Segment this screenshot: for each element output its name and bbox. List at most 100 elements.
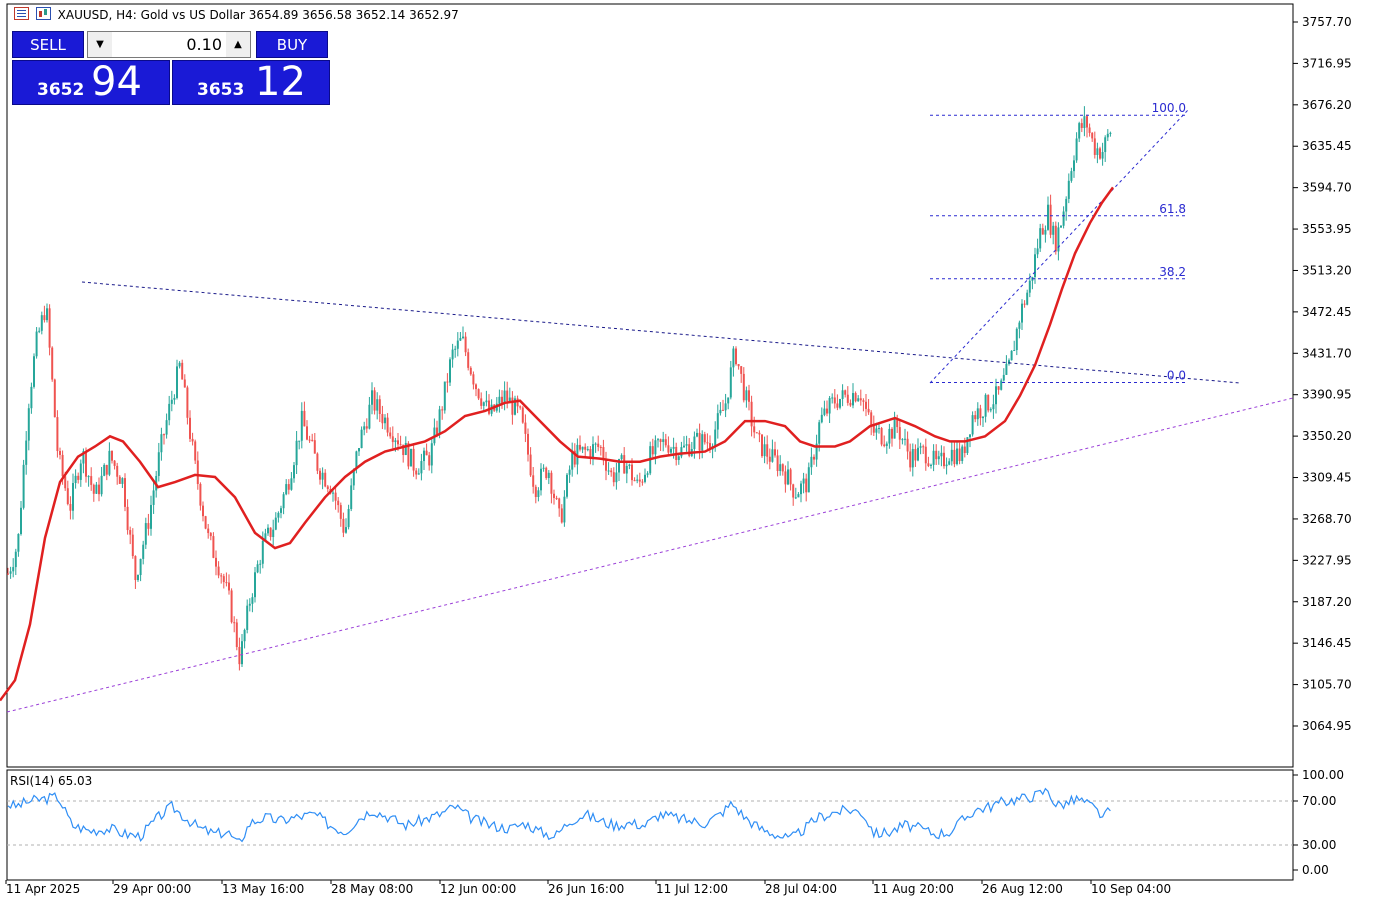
candle-body (256, 564, 259, 573)
candle-body (615, 472, 618, 483)
lot-size-value[interactable]: 0.10 (186, 35, 222, 54)
candle-body (113, 460, 116, 466)
candle-body (844, 390, 847, 395)
candle-body (766, 444, 769, 457)
candle-body (638, 479, 641, 482)
fibonacci-level-label: 61.8 (1159, 202, 1186, 216)
candle-body (901, 439, 904, 441)
candle-body (644, 474, 646, 482)
candle-body (324, 472, 327, 487)
time-axis-label: 12 Jun 00:00 (440, 882, 516, 896)
candle-body (774, 449, 776, 456)
candle-body (399, 444, 402, 446)
candle-body (27, 408, 30, 441)
sell-price-button[interactable]: 3652 94 (12, 59, 170, 105)
price-axis-label: 3105.70 (1302, 678, 1352, 692)
candle-body (92, 484, 95, 494)
candle-body (641, 481, 644, 483)
candle-body (417, 473, 420, 475)
candle-body (1026, 292, 1029, 305)
candle-body (787, 469, 789, 485)
candle-body (371, 390, 373, 405)
candle-body (732, 348, 735, 368)
candle-body (441, 409, 444, 411)
candle-body (173, 397, 176, 400)
candle-body (150, 504, 152, 529)
candle-body (66, 488, 69, 505)
candle-body (298, 440, 301, 442)
candle-body (605, 459, 607, 471)
buy-button[interactable]: BUY (256, 31, 328, 58)
price-axis-label: 3309.45 (1302, 471, 1352, 485)
candle-body (898, 427, 901, 440)
candle-body (670, 448, 672, 453)
candle-body (35, 331, 38, 357)
buy-price-button[interactable]: 3653 12 (172, 59, 330, 105)
candle-body (950, 449, 953, 462)
symbol-line: XAUUSD, H4: Gold vs US Dollar 3654.89 36… (57, 8, 459, 22)
chart-type-icon[interactable] (35, 7, 51, 20)
candle-body (464, 336, 467, 353)
candle-body (475, 384, 477, 390)
time-axis-label: 28 Jul 04:00 (765, 882, 837, 896)
candle-body (108, 450, 111, 475)
candle-body (129, 530, 132, 535)
lot-increase-icon[interactable]: ▲ (226, 32, 250, 57)
candle-body (454, 348, 457, 350)
candle-body (368, 404, 371, 429)
candle-body (228, 582, 230, 591)
candle-body (316, 453, 319, 471)
candle-body (904, 438, 906, 440)
candle-body (282, 494, 285, 509)
candle-body (542, 467, 545, 469)
sell-button[interactable]: SELL (12, 31, 84, 58)
candle-body (818, 422, 821, 444)
candle-body (285, 484, 288, 495)
candle-body (662, 439, 665, 442)
candle-body (527, 433, 529, 455)
candle-body (1099, 148, 1101, 159)
candle-body (389, 432, 392, 437)
list-icon[interactable] (14, 7, 29, 20)
candle-body (280, 508, 282, 513)
candle-body (134, 556, 137, 581)
candle-body (449, 359, 451, 383)
candle-body (555, 497, 558, 499)
candle-body (25, 440, 28, 465)
candle-body (22, 464, 25, 508)
candle-body (566, 474, 568, 497)
candle-body (841, 390, 844, 399)
candle-body (586, 449, 589, 451)
candle-body (742, 373, 745, 401)
candle-body (607, 470, 610, 472)
candle-body (924, 446, 927, 464)
candle-body (839, 398, 841, 408)
candle-body (636, 479, 639, 481)
candle-body (763, 444, 766, 457)
candle-body (9, 571, 12, 574)
candle-body (633, 480, 636, 482)
candle-body (264, 533, 267, 541)
price-axis-label: 3187.20 (1302, 595, 1352, 609)
price-axis-label: 3350.20 (1302, 429, 1352, 443)
candle-body (501, 396, 503, 403)
candle-body (1093, 138, 1096, 155)
candle-body (597, 443, 600, 447)
candle-body (1067, 180, 1070, 199)
lot-decrease-icon[interactable]: ▼ (88, 32, 112, 57)
price-axis-label: 3227.95 (1302, 553, 1352, 567)
candle-body (1088, 127, 1091, 133)
lot-size-stepper[interactable]: ▼ 0.10 ▲ (87, 31, 251, 58)
candle-body (402, 444, 405, 456)
candle-body (911, 449, 914, 468)
candle-body (1044, 229, 1047, 235)
candle-body (698, 432, 701, 451)
candle-body (303, 410, 306, 427)
candle-body (290, 478, 293, 490)
candle-body (126, 506, 129, 531)
candle-body (508, 397, 511, 401)
candle-body (272, 529, 275, 538)
candle-body (813, 456, 815, 460)
candle-body (719, 409, 722, 414)
candle-body (477, 389, 480, 399)
